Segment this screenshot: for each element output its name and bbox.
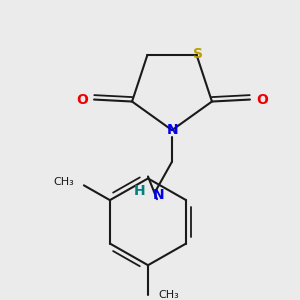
Text: H: H [134,184,146,198]
Text: N: N [167,123,179,137]
Text: N: N [153,188,165,202]
Text: S: S [193,47,203,61]
Text: O: O [76,93,88,106]
Text: O: O [256,93,268,106]
Text: CH₃: CH₃ [158,290,179,300]
Text: CH₃: CH₃ [53,177,74,188]
